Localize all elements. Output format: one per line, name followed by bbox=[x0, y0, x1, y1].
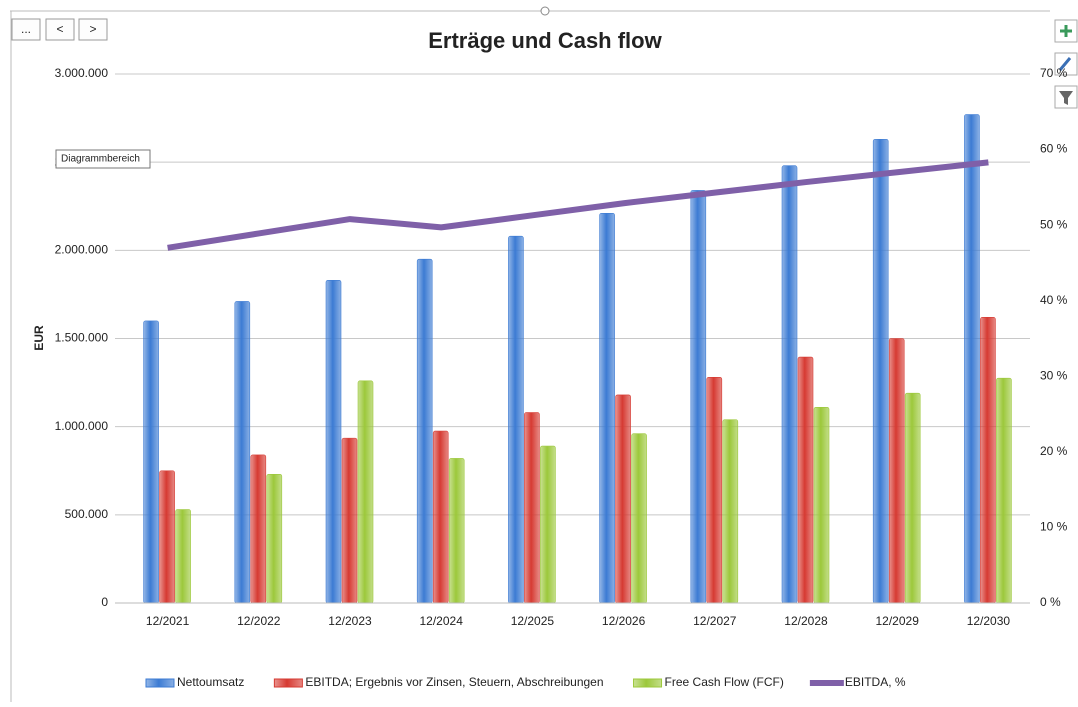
bar bbox=[980, 317, 996, 604]
bar bbox=[524, 412, 540, 604]
bar bbox=[175, 509, 191, 604]
bar bbox=[540, 445, 556, 604]
bar bbox=[159, 470, 175, 604]
y2-tick-label: 30 % bbox=[1040, 368, 1068, 382]
y2-tick-label: 70 % bbox=[1040, 66, 1068, 80]
bar bbox=[722, 419, 739, 604]
bar bbox=[615, 394, 631, 604]
y-tick-label: 1.000.000 bbox=[55, 419, 109, 433]
resize-handle[interactable] bbox=[540, 6, 550, 16]
bar bbox=[964, 114, 980, 604]
y2-tick-label: 40 % bbox=[1040, 293, 1068, 307]
y-tick-label: 2.000.000 bbox=[55, 243, 109, 257]
bar bbox=[325, 280, 342, 604]
bar bbox=[266, 473, 283, 604]
x-tick-label: 12/2021 bbox=[146, 614, 190, 628]
bar bbox=[996, 377, 1012, 604]
x-tick-label: 12/2029 bbox=[876, 614, 920, 628]
x-tick-label: 12/2023 bbox=[328, 614, 372, 628]
legend-label: Nettoumsatz bbox=[177, 675, 244, 689]
x-tick-label: 12/2025 bbox=[511, 614, 555, 628]
bar bbox=[357, 380, 374, 604]
bar bbox=[416, 258, 433, 604]
bar bbox=[888, 338, 905, 604]
bar bbox=[250, 454, 267, 604]
y-tick-label: 500.000 bbox=[65, 507, 109, 521]
y-axis-label: EUR bbox=[32, 325, 46, 351]
side-tools bbox=[1054, 19, 1078, 109]
bar bbox=[904, 392, 921, 604]
bar bbox=[706, 376, 723, 604]
line-series bbox=[167, 159, 989, 251]
bar bbox=[813, 406, 830, 604]
legend-label: EBITDA; Ergebnis vor Zinsen, Steuern, Ab… bbox=[305, 675, 603, 689]
legend-label: EBITDA, % bbox=[845, 675, 906, 689]
legend-swatch bbox=[273, 678, 303, 688]
bar bbox=[631, 433, 647, 604]
tooltip-text: Diagrammbereich bbox=[61, 154, 140, 165]
button-label[interactable]: < bbox=[56, 22, 63, 36]
legend-swatch bbox=[633, 678, 663, 688]
bar bbox=[690, 190, 707, 604]
bar bbox=[781, 165, 798, 604]
button[interactable] bbox=[11, 18, 41, 41]
bar bbox=[234, 301, 251, 604]
x-tick-label: 12/2027 bbox=[693, 614, 737, 628]
nav-buttons: ... < > bbox=[11, 18, 108, 41]
y2-tick-label: 0 % bbox=[1040, 595, 1061, 609]
bar bbox=[508, 235, 524, 604]
x-tick-label: 12/2030 bbox=[967, 614, 1011, 628]
y2-tick-label: 10 % bbox=[1040, 520, 1068, 534]
bar bbox=[432, 430, 449, 604]
x-tick-label: 12/2026 bbox=[602, 614, 646, 628]
y2-tick-label: 60 % bbox=[1040, 142, 1068, 156]
bar bbox=[872, 138, 889, 604]
chart-title: Erträge und Cash flow bbox=[428, 28, 662, 53]
brush-icon bbox=[1058, 57, 1072, 71]
tooltip: Diagrammbereich bbox=[55, 149, 151, 169]
button-label[interactable]: ... bbox=[21, 22, 31, 36]
bar bbox=[143, 320, 159, 604]
y-tick-label: 1.500.000 bbox=[55, 331, 109, 345]
y2-tick-label: 20 % bbox=[1040, 444, 1068, 458]
legend-label: Free Cash Flow (FCF) bbox=[665, 675, 784, 689]
button-label[interactable]: > bbox=[89, 22, 96, 36]
y-tick-label: 3.000.000 bbox=[55, 66, 109, 80]
bar bbox=[448, 458, 465, 604]
x-tick-label: 12/2022 bbox=[237, 614, 281, 628]
bar bbox=[599, 213, 615, 604]
tooltip-box bbox=[55, 149, 151, 169]
x-tick-label: 12/2028 bbox=[784, 614, 828, 628]
bar bbox=[341, 437, 358, 604]
filter-icon bbox=[1059, 91, 1073, 105]
y-tick-label: 0 bbox=[101, 595, 108, 609]
legend-swatch bbox=[145, 678, 175, 688]
button[interactable] bbox=[78, 18, 108, 41]
plus-icon bbox=[1060, 25, 1072, 37]
y2-tick-label: 50 % bbox=[1040, 217, 1068, 231]
bar bbox=[797, 356, 814, 604]
x-tick-label: 12/2024 bbox=[420, 614, 464, 628]
button[interactable] bbox=[45, 18, 75, 41]
legend: Nettoumsatz EBITDA; Ergebnis vor Zinsen, … bbox=[145, 675, 906, 689]
